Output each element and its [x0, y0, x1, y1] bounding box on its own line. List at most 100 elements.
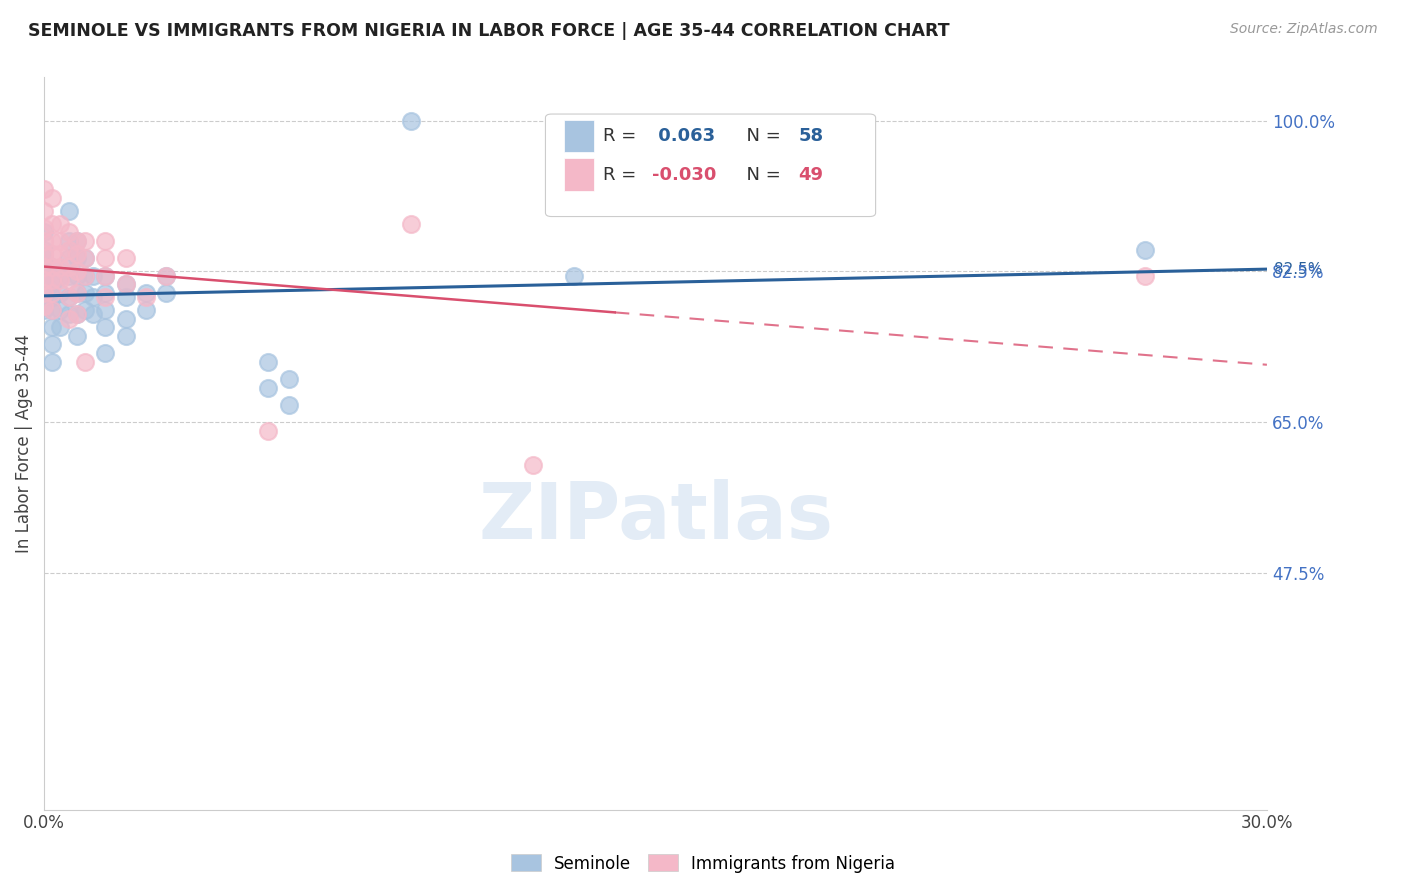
Point — [32, 247, 55, 261]
Point — [73, 252, 96, 266]
Point — [94, 346, 117, 360]
Point — [66, 264, 89, 278]
Point — [58, 268, 80, 283]
Point — [58, 243, 80, 257]
Point — [66, 234, 89, 248]
Point — [155, 268, 177, 283]
Point — [94, 268, 117, 283]
Point — [58, 311, 80, 326]
Point — [1133, 243, 1156, 257]
Point — [66, 285, 89, 300]
Text: N =: N = — [735, 166, 786, 184]
Point — [49, 268, 72, 283]
Point — [66, 328, 89, 343]
Point — [94, 303, 117, 318]
Point — [32, 299, 55, 313]
Text: 58: 58 — [799, 127, 824, 145]
Point — [73, 268, 96, 283]
Point — [41, 303, 63, 318]
Point — [32, 285, 55, 300]
Point — [114, 311, 136, 326]
Point — [155, 285, 177, 300]
Point — [49, 303, 72, 318]
Point — [114, 277, 136, 292]
Point — [41, 285, 63, 300]
Point — [32, 203, 55, 218]
Point — [58, 234, 80, 248]
Point — [41, 260, 63, 274]
Point — [277, 372, 299, 386]
Point — [32, 226, 55, 240]
Text: 0.063: 0.063 — [652, 127, 716, 145]
Point — [58, 307, 80, 321]
Point — [1133, 268, 1156, 283]
Point — [73, 303, 96, 318]
Point — [562, 268, 585, 283]
Point — [49, 285, 72, 300]
Point — [41, 217, 63, 231]
Point — [49, 273, 72, 287]
Point — [58, 252, 80, 266]
Point — [66, 307, 89, 321]
Point — [73, 234, 96, 248]
Point — [257, 424, 280, 438]
Point — [41, 191, 63, 205]
Point — [94, 320, 117, 334]
Point — [114, 252, 136, 266]
Point — [94, 268, 117, 283]
Legend: Seminole, Immigrants from Nigeria: Seminole, Immigrants from Nigeria — [505, 847, 901, 880]
Point — [277, 398, 299, 412]
Point — [32, 268, 55, 283]
Point — [58, 290, 80, 304]
Point — [257, 354, 280, 368]
Text: -0.030: -0.030 — [652, 166, 716, 184]
Point — [94, 234, 117, 248]
Point — [66, 285, 89, 300]
Point — [155, 268, 177, 283]
Point — [41, 354, 63, 368]
Point — [58, 290, 80, 304]
Text: 49: 49 — [799, 166, 824, 184]
Point — [58, 203, 80, 218]
Bar — [564, 159, 595, 191]
Text: R =: R = — [603, 127, 643, 145]
Point — [49, 234, 72, 248]
Point — [399, 113, 422, 128]
Point — [32, 252, 55, 266]
FancyBboxPatch shape — [546, 114, 876, 217]
Point — [32, 273, 55, 287]
Point — [66, 234, 89, 248]
Point — [41, 234, 63, 248]
Point — [32, 182, 55, 196]
Point — [58, 260, 80, 274]
Point — [114, 290, 136, 304]
Point — [41, 273, 63, 287]
Point — [82, 307, 104, 321]
Point — [41, 277, 63, 292]
Point — [135, 303, 157, 318]
Point — [49, 260, 72, 274]
Point — [135, 285, 157, 300]
Point — [114, 277, 136, 292]
Point — [49, 247, 72, 261]
Point — [32, 290, 55, 304]
Point — [32, 277, 55, 292]
Text: Source: ZipAtlas.com: Source: ZipAtlas.com — [1230, 22, 1378, 37]
Point — [49, 320, 72, 334]
Text: SEMINOLE VS IMMIGRANTS FROM NIGERIA IN LABOR FORCE | AGE 35-44 CORRELATION CHART: SEMINOLE VS IMMIGRANTS FROM NIGERIA IN L… — [28, 22, 949, 40]
Point — [82, 290, 104, 304]
Y-axis label: In Labor Force | Age 35-44: In Labor Force | Age 35-44 — [15, 334, 32, 553]
Point — [73, 285, 96, 300]
Point — [94, 290, 117, 304]
Point — [41, 320, 63, 334]
Point — [32, 260, 55, 274]
Point — [73, 268, 96, 283]
Point — [66, 307, 89, 321]
Point — [66, 247, 89, 261]
Point — [32, 221, 55, 235]
Point — [66, 268, 89, 283]
Point — [41, 337, 63, 351]
Point — [522, 458, 544, 472]
Point — [41, 247, 63, 261]
Point — [73, 354, 96, 368]
